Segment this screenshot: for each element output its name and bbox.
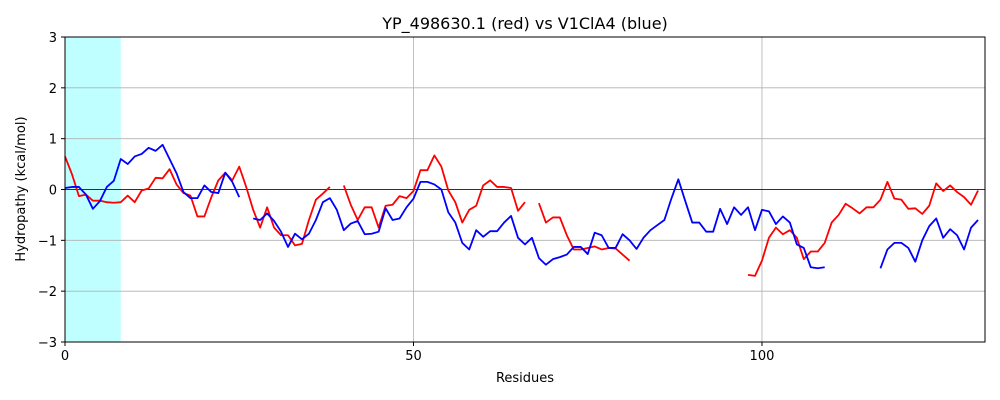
- series-1-line-segment: [64, 143, 241, 210]
- y-tick-label: 3: [49, 31, 57, 46]
- chart-title: YP_498630.1 (red) vs V1ClA4 (blue): [381, 14, 668, 34]
- series-1-line-segment: [879, 217, 979, 269]
- y-tick-label: −1: [38, 234, 57, 249]
- tick-layer: 0 50 100 −3 −2 −1 0 1 2 3: [38, 31, 775, 364]
- y-tick-label: −2: [38, 285, 57, 300]
- y-tick-label: 2: [49, 82, 57, 97]
- series-1-line-segment: [252, 178, 825, 270]
- y-tick-label: 0: [49, 184, 57, 199]
- y-tick-label: −3: [38, 336, 57, 351]
- series-0-line-segment: [747, 180, 979, 277]
- series-0-line-segment: [342, 154, 526, 229]
- x-axis-label: Residues: [496, 371, 554, 386]
- y-tick-label: 1: [49, 133, 57, 148]
- x-tick-label: 0: [61, 349, 69, 364]
- x-tick-label: 50: [405, 349, 422, 364]
- x-tick-label: 100: [750, 349, 775, 364]
- series-layer: [64, 143, 979, 277]
- y-axis-label: Hydropathy (kcal/mol): [14, 116, 29, 261]
- series-0-line-segment: [64, 156, 331, 247]
